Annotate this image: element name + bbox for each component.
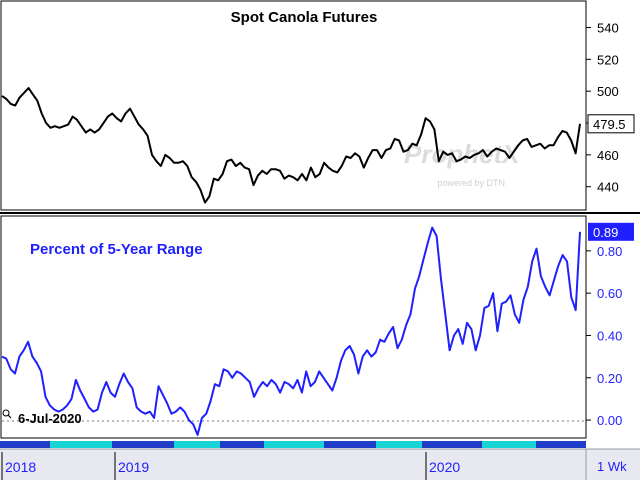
watermark-tagline: powered by DTN [437, 178, 505, 188]
price-ytick-label: 500 [597, 84, 619, 99]
time-label: 2019 [118, 459, 149, 475]
percent-ytick-label: 0.80 [597, 244, 622, 259]
date-marker-label: 6-Jul-2020 [18, 411, 82, 426]
price-ytick-label: 540 [597, 20, 619, 35]
percent-ytick-label: 0.60 [597, 286, 622, 301]
top-last-value-badge: 479.5 [587, 114, 635, 134]
period-band [0, 441, 586, 448]
period-band-segment [264, 441, 324, 448]
percent-ytick-label: 0.20 [597, 371, 622, 386]
period-band-segment [376, 441, 422, 448]
percent-ytick-label: 0.40 [597, 328, 622, 343]
period-band-segment [324, 441, 376, 448]
top-chart-title: Spot Canola Futures [231, 9, 378, 26]
bottom-chart-title: Percent of 5-Year Range [30, 241, 203, 258]
series-layer [1, 87, 581, 436]
bottom-plot-frame [0, 215, 587, 439]
period-band-segment [220, 441, 264, 448]
price-series-line [1, 87, 581, 204]
price-ytick-label: 460 [597, 148, 619, 163]
period-band-segment [422, 441, 482, 448]
top-plot-frame [0, 0, 587, 211]
period-band-segment [0, 441, 50, 448]
price-ytick-label: 440 [597, 180, 619, 195]
bottom-last-value-badge: 0.89 [588, 222, 634, 241]
price-ytick-label: 520 [597, 52, 619, 67]
period-band-segment [112, 441, 174, 448]
period-band-segment [174, 441, 220, 448]
time-axis-strip [0, 449, 640, 480]
period-band-segment [482, 441, 536, 448]
date-marker: 6-Jul-2020 [2, 409, 82, 426]
watermark-brand: ProphetX [404, 139, 521, 169]
percent-ytick-label: 0.00 [597, 413, 622, 428]
time-axis: 2018 2019 2020 [1, 452, 460, 480]
magnifier-icon [2, 409, 10, 417]
percent-series-line [1, 226, 581, 436]
period-band-segment [50, 441, 112, 448]
prophetx-watermark: ProphetX powered by DTN [404, 139, 521, 188]
period-label[interactable]: 1 Wk [597, 459, 627, 474]
time-label: 2020 [429, 459, 460, 475]
bottom-last-value: 0.89 [593, 225, 618, 240]
period-band-segment [536, 441, 586, 448]
time-label: 2018 [5, 459, 36, 475]
top-last-value: 479.5 [593, 117, 626, 132]
